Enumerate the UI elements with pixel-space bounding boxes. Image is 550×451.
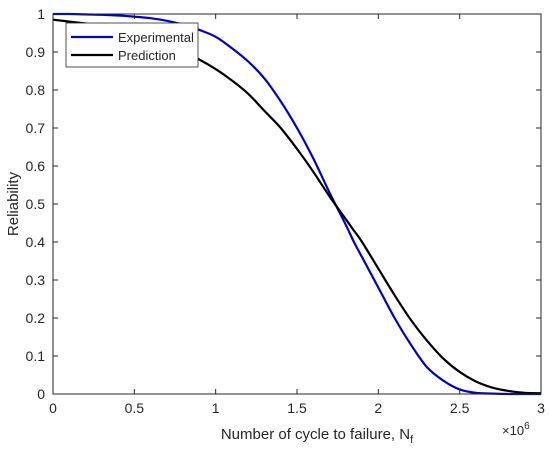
legend-label-experimental: Experimental [118,30,194,45]
y-tick-label: 0.3 [26,272,46,288]
plot-area [53,14,541,394]
x-axis-label-text: Number of cycle to failure, N [221,426,410,443]
x-tick-label: 2 [374,400,382,416]
y-tick-label: 0.6 [26,158,46,174]
y-tick-label: 0.2 [26,310,46,326]
x-axis-label-subscript: f [410,434,414,446]
y-tick-label: 0.8 [26,82,46,98]
x-tick-label: 3 [537,400,545,416]
x-tick-label: 1.5 [287,400,307,416]
x-tick-label: 0 [49,400,57,416]
x-tick-label: 1 [212,400,220,416]
y-tick-label: 0 [37,386,45,402]
series-line-experimental [52,12,541,396]
axes-layer: 0 0.5 1 1.5 2 2.5 3 0 0.1 0.2 0.3 0.4 0.5 0.6 0.7 0.8 0.… [26,6,546,416]
x-axis-label: Number of cycle to failure, Nf [221,426,414,446]
x-axis-exponent: ×106 [502,421,530,438]
legend-label-prediction: Prediction [118,48,176,63]
x-axis-exponent-base: ×10 [502,423,524,438]
y-tick-label: 0.5 [26,196,46,212]
y-tick-label: 1 [37,6,45,22]
y-tick-label: 0.1 [26,348,46,364]
legend-box [65,22,199,68]
x-tick-label: 2.5 [450,400,470,416]
y-axis-label: Reliability [5,171,22,236]
y-tick-label: 0.4 [26,234,46,250]
y-tick-label: 0.9 [26,44,46,60]
y-tick-label: 0.7 [26,120,46,136]
legend: Experimental Prediction [65,22,199,68]
x-tick-label: 0.5 [125,400,145,416]
x-axis-exponent-power: 6 [524,421,530,432]
